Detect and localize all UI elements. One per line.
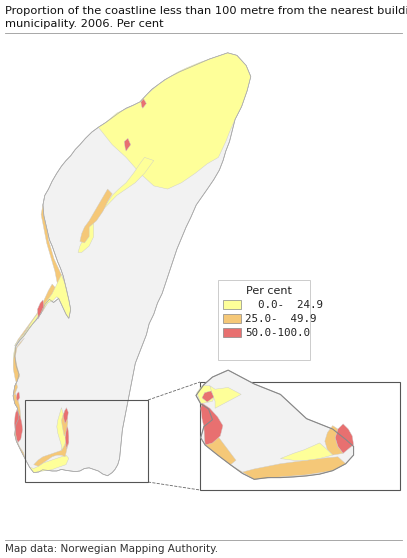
Polygon shape xyxy=(13,326,29,386)
Text: 50.0-100.0: 50.0-100.0 xyxy=(245,328,310,338)
Polygon shape xyxy=(13,53,251,476)
Polygon shape xyxy=(141,99,147,108)
Polygon shape xyxy=(61,411,68,436)
Text: 0.0-  24.9: 0.0- 24.9 xyxy=(245,300,323,310)
Polygon shape xyxy=(16,392,20,401)
Polygon shape xyxy=(65,427,69,449)
Polygon shape xyxy=(98,53,251,189)
Polygon shape xyxy=(204,418,236,465)
Polygon shape xyxy=(37,300,44,319)
Polygon shape xyxy=(15,275,71,346)
Bar xyxy=(223,328,241,337)
Polygon shape xyxy=(13,338,24,396)
Polygon shape xyxy=(63,408,68,424)
Bar xyxy=(218,280,310,360)
Polygon shape xyxy=(41,195,69,312)
Polygon shape xyxy=(280,443,333,460)
Polygon shape xyxy=(210,386,241,408)
Polygon shape xyxy=(78,157,154,252)
Bar xyxy=(223,314,241,323)
Bar xyxy=(223,300,241,309)
Text: 25.0-  49.9: 25.0- 49.9 xyxy=(245,314,317,324)
Bar xyxy=(200,382,400,490)
Polygon shape xyxy=(335,424,354,453)
Polygon shape xyxy=(197,386,215,404)
Text: municipality. 2006. Per cent: municipality. 2006. Per cent xyxy=(5,19,164,29)
Polygon shape xyxy=(196,370,354,479)
Polygon shape xyxy=(124,138,131,151)
Polygon shape xyxy=(30,455,69,473)
Polygon shape xyxy=(325,426,343,455)
Polygon shape xyxy=(13,393,25,459)
Polygon shape xyxy=(34,439,69,466)
Text: Map data: Norwegian Mapping Authority.: Map data: Norwegian Mapping Authority. xyxy=(5,544,218,554)
Text: Per cent: Per cent xyxy=(246,286,292,296)
Polygon shape xyxy=(201,403,223,445)
Text: Proportion of the coastline less than 100 metre from the nearest building, by: Proportion of the coastline less than 10… xyxy=(5,6,407,16)
Polygon shape xyxy=(80,189,112,243)
Polygon shape xyxy=(230,457,346,479)
Polygon shape xyxy=(202,391,214,402)
Bar xyxy=(25,400,148,482)
Polygon shape xyxy=(57,408,69,450)
Polygon shape xyxy=(15,284,57,346)
Polygon shape xyxy=(14,409,23,442)
